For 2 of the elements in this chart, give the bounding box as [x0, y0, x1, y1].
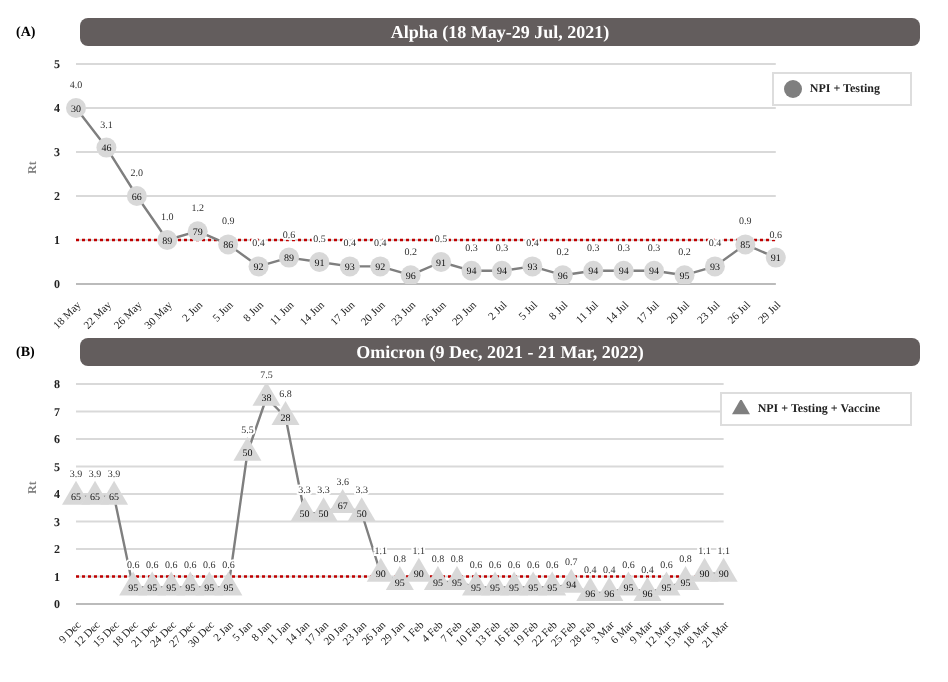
chart-title: Omicron (9 Dec, 2021 - 21 Mar, 2022) — [80, 338, 920, 366]
chart-title: Alpha (18 May-29 Jul, 2021) — [80, 18, 920, 46]
